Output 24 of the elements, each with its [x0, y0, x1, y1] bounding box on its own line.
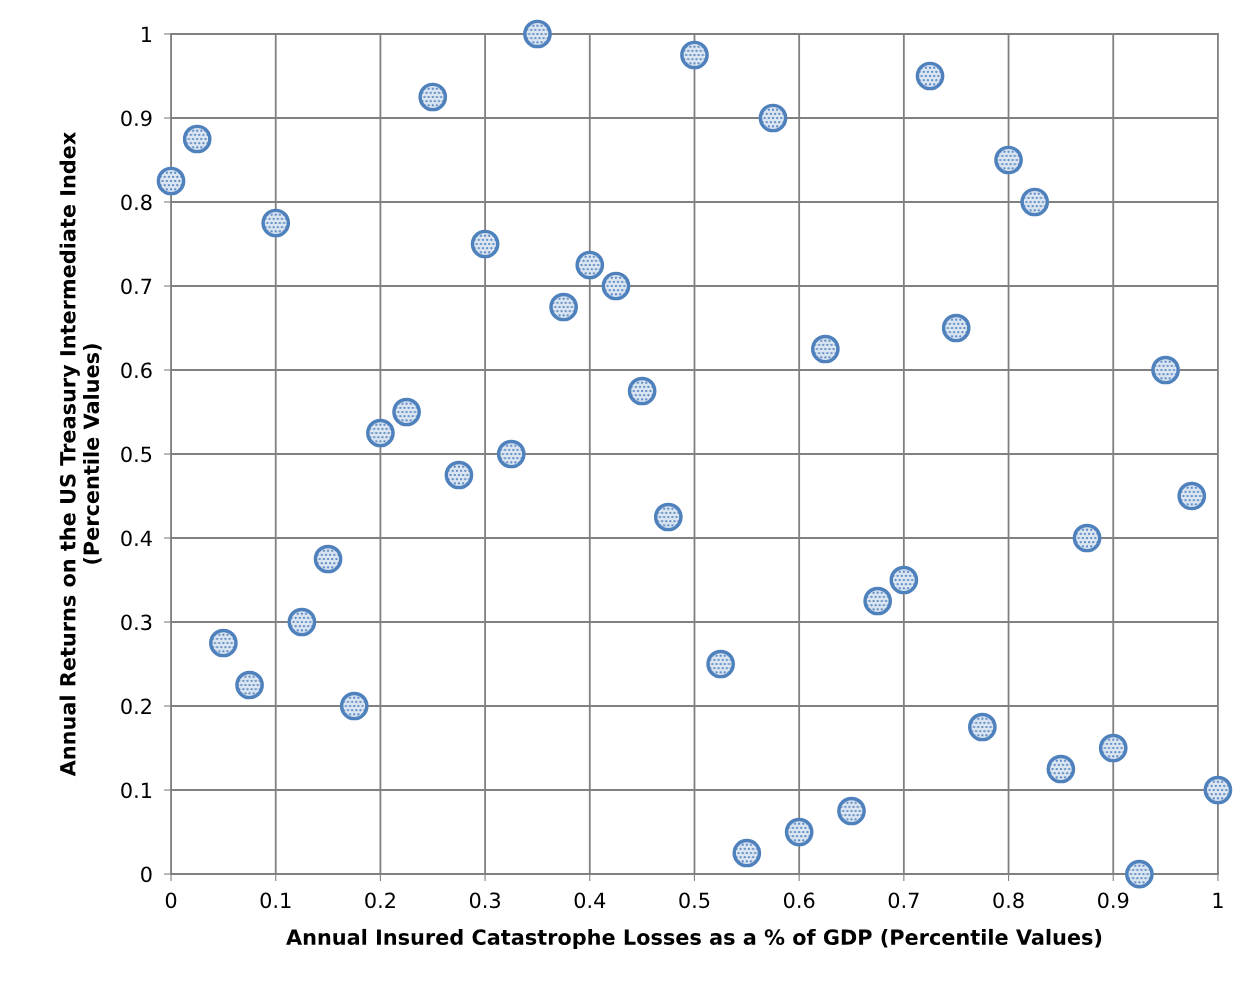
x-tick-label: 0.7 [888, 892, 919, 909]
y-tick-label: 0.3 [121, 614, 152, 631]
x-axis-title: Annual Insured Catastrophe Losses as a % of GDP (Percentile Values) [286, 928, 1102, 950]
y-tick-label: 0.5 [121, 446, 152, 463]
x-tick-label: 0.2 [365, 892, 395, 909]
x-tick-label: 0.9 [1098, 892, 1129, 909]
y-tick-label: 0.4 [121, 530, 152, 547]
y-tick-label: 0.8 [121, 194, 152, 211]
x-tick-label: 1 [1213, 892, 1223, 908]
y-tick-label: 0.7 [121, 278, 152, 295]
x-tick-label: 0 [165, 892, 177, 909]
x-tick-label: 0.1 [260, 892, 291, 909]
x-tick-label: 0.6 [783, 892, 815, 909]
x-tick-label: 0.4 [574, 892, 606, 909]
y-tick-label: 0 [141, 866, 152, 883]
x-tick-label: 0.5 [679, 892, 710, 909]
y-tick-label: 0.9 [121, 110, 152, 127]
y-axis-title: Annual Returns on the US Treasury Intermediate Index (Percentile Values) [59, 132, 102, 777]
y-tick-label: 0.6 [121, 362, 152, 379]
x-tick-label: 0.3 [469, 892, 500, 909]
x-tick-label: 0.8 [993, 892, 1024, 909]
y-tick-label: 0.2 [121, 698, 151, 715]
y-tick-label: 0.1 [121, 782, 152, 799]
y-tick-label: 1 [142, 26, 152, 42]
